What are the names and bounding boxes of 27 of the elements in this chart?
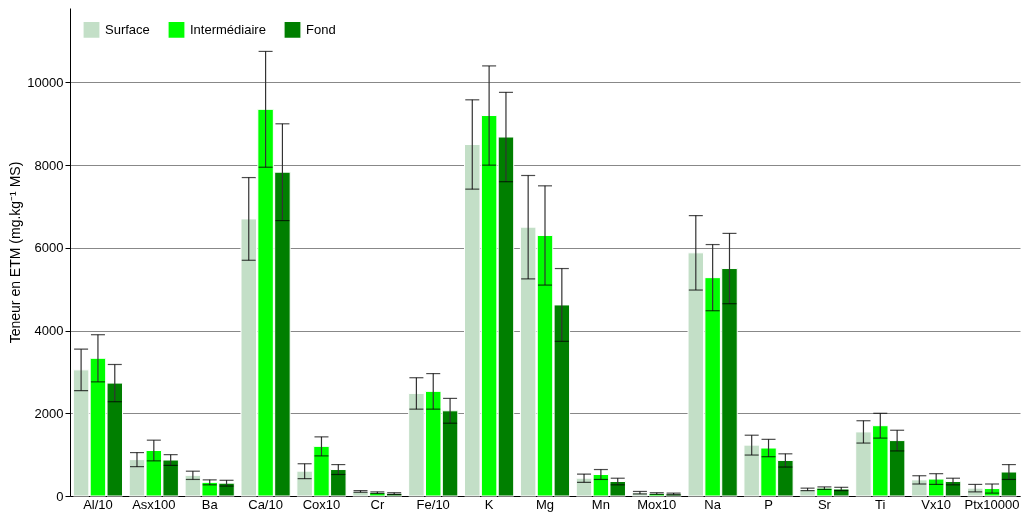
y-tick-label: 0 [56, 488, 64, 504]
x-tick-label: Mg [535, 496, 555, 512]
x-tick-label: Ti [875, 496, 886, 512]
y-tick-label: 4000 [34, 323, 64, 339]
legend-label: Intermédiaire [190, 21, 266, 37]
legend-label: Fond [306, 21, 336, 37]
x-tick-label: Mox10 [637, 496, 677, 512]
x-tick-label: Al/10 [83, 496, 113, 512]
x-tick-label: Sr [817, 496, 832, 512]
y-tick-label: 10000 [27, 74, 64, 90]
x-tick-label: P [764, 496, 773, 512]
x-tick-label: Cr [370, 496, 385, 512]
y-tick-label: 6000 [34, 240, 64, 256]
legend-label: Surface [105, 21, 150, 37]
x-tick-label: Cox10 [302, 496, 341, 512]
y-tick-label: 2000 [34, 405, 64, 421]
x-tick-label: Ptx10000 [964, 496, 1020, 512]
x-tick-label: Asx100 [132, 496, 176, 512]
x-tick-label: Ba [201, 496, 219, 512]
x-tick-label: Vx10 [921, 496, 951, 512]
x-tick-label: Na [704, 496, 722, 512]
y-tick-label: 8000 [34, 157, 64, 173]
x-tick-label: Ca/10 [248, 496, 283, 512]
x-tick-label: Mn [591, 496, 610, 512]
x-tick-label: K [484, 496, 494, 512]
y-axis-title: Teneur en ETM (mg.kg⁻¹ MS) [7, 161, 24, 344]
x-tick-label: Fe/10 [416, 496, 450, 512]
